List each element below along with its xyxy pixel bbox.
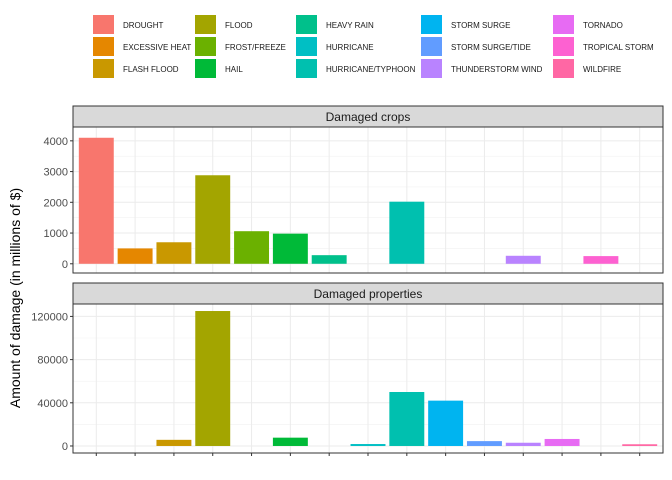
legend-entry: TORNADO [553, 15, 623, 34]
legend-swatch [93, 15, 114, 34]
legend-label: STORM SURGE/TIDE [451, 43, 531, 52]
legend-swatch [421, 37, 442, 56]
bar [311, 255, 347, 264]
legend-label: THUNDERSTORM WIND [451, 65, 543, 74]
bar [195, 311, 231, 446]
legend-label: DROUGHT [123, 21, 164, 30]
y-tick-label: 0 [62, 259, 68, 271]
bar [389, 201, 425, 264]
legend-entry: HEAVY RAIN [296, 15, 374, 34]
panel-damaged-properties: Damaged properties 0 40000 80000 120000 [31, 282, 664, 454]
legend-label: FLOOD [225, 21, 253, 30]
bar [117, 248, 153, 264]
y-tick-label: 2000 [44, 197, 68, 209]
legend-label: FLASH FLOOD [123, 65, 179, 74]
legend-entry: HURRICANE/TYPHOON [296, 59, 416, 78]
legend-entry: TROPICAL STORM [553, 37, 654, 56]
legend-label: EXCESSIVE HEAT [123, 43, 191, 52]
legend-swatch [553, 37, 574, 56]
bar [505, 255, 541, 264]
legend-swatch [93, 37, 114, 56]
bar [156, 242, 192, 264]
legend-label: WILDFIRE [583, 65, 621, 74]
y-tick-label: 0 [62, 441, 68, 453]
bar [583, 256, 619, 264]
legend-swatch [296, 37, 317, 56]
bar [428, 400, 464, 446]
bar [156, 439, 192, 446]
legend-entry: DROUGHT [93, 15, 164, 34]
legend-label: HURRICANE [326, 43, 374, 52]
legend-swatch [421, 15, 442, 34]
y-tick-label: 120000 [31, 311, 68, 323]
facet-panels: Damaged crops 0 1000 2000 3000 4000 Damaged pr… [31, 105, 664, 454]
legend-swatch [296, 15, 317, 34]
y-axis: 0 1000 2000 3000 4000 [44, 136, 73, 271]
legend-swatch [195, 15, 216, 34]
legend-swatch [93, 59, 114, 78]
bars [156, 311, 658, 446]
facet-strip-title: Damaged crops [326, 110, 411, 124]
y-axis-label: Amount of damage (in millions of $) [7, 188, 23, 408]
bar [78, 137, 114, 264]
gridlines [73, 127, 663, 273]
legend-entry: STORM SURGE [421, 15, 510, 34]
legend: DROUGHT EXCESSIVE HEAT FLASH FLOOD FLOOD FRO… [93, 15, 654, 78]
y-tick-label: 40000 [37, 398, 68, 410]
legend-swatch [553, 59, 574, 78]
legend-entry: WILDFIRE [553, 59, 621, 78]
legend-label: TORNADO [583, 21, 623, 30]
bar [622, 444, 658, 446]
x-axis [95, 453, 641, 456]
bar [505, 442, 541, 446]
panel-border [72, 126, 664, 274]
panel-damaged-crops: Damaged crops 0 1000 2000 3000 4000 [44, 105, 664, 274]
y-tick-label: 4000 [44, 136, 68, 148]
legend-label: STORM SURGE [451, 21, 510, 30]
legend-entry: HURRICANE [296, 37, 374, 56]
legend-label: HEAVY RAIN [326, 21, 374, 30]
legend-entry: STORM SURGE/TIDE [421, 37, 531, 56]
bars [78, 137, 619, 264]
legend-entry: EXCESSIVE HEAT [93, 37, 191, 56]
legend-label: FROST/FREEZE [225, 43, 286, 52]
legend-entry: FLASH FLOOD [93, 59, 179, 78]
legend-entry: FROST/FREEZE [195, 37, 286, 56]
bar [350, 444, 386, 446]
y-tick-label: 80000 [37, 355, 68, 367]
y-tick-label: 1000 [44, 228, 68, 240]
legend-swatch [195, 59, 216, 78]
bar [389, 391, 425, 446]
bar [272, 233, 308, 264]
legend-swatch [195, 37, 216, 56]
legend-entry: HAIL [195, 59, 243, 78]
y-tick-label: 3000 [44, 167, 68, 179]
legend-label: HAIL [225, 65, 243, 74]
legend-swatch [296, 59, 317, 78]
bar [195, 175, 231, 264]
bar [466, 441, 502, 446]
bar [544, 438, 580, 446]
bar [234, 231, 270, 264]
bar [272, 437, 308, 446]
legend-swatch [421, 59, 442, 78]
legend-swatch [553, 15, 574, 34]
legend-entry: THUNDERSTORM WIND [421, 59, 543, 78]
legend-label: HURRICANE/TYPHOON [326, 65, 416, 74]
facet-strip-title: Damaged properties [314, 287, 423, 301]
legend-label: TROPICAL STORM [583, 43, 654, 52]
y-axis: 0 40000 80000 120000 [31, 311, 73, 453]
legend-entry: FLOOD [195, 15, 253, 34]
